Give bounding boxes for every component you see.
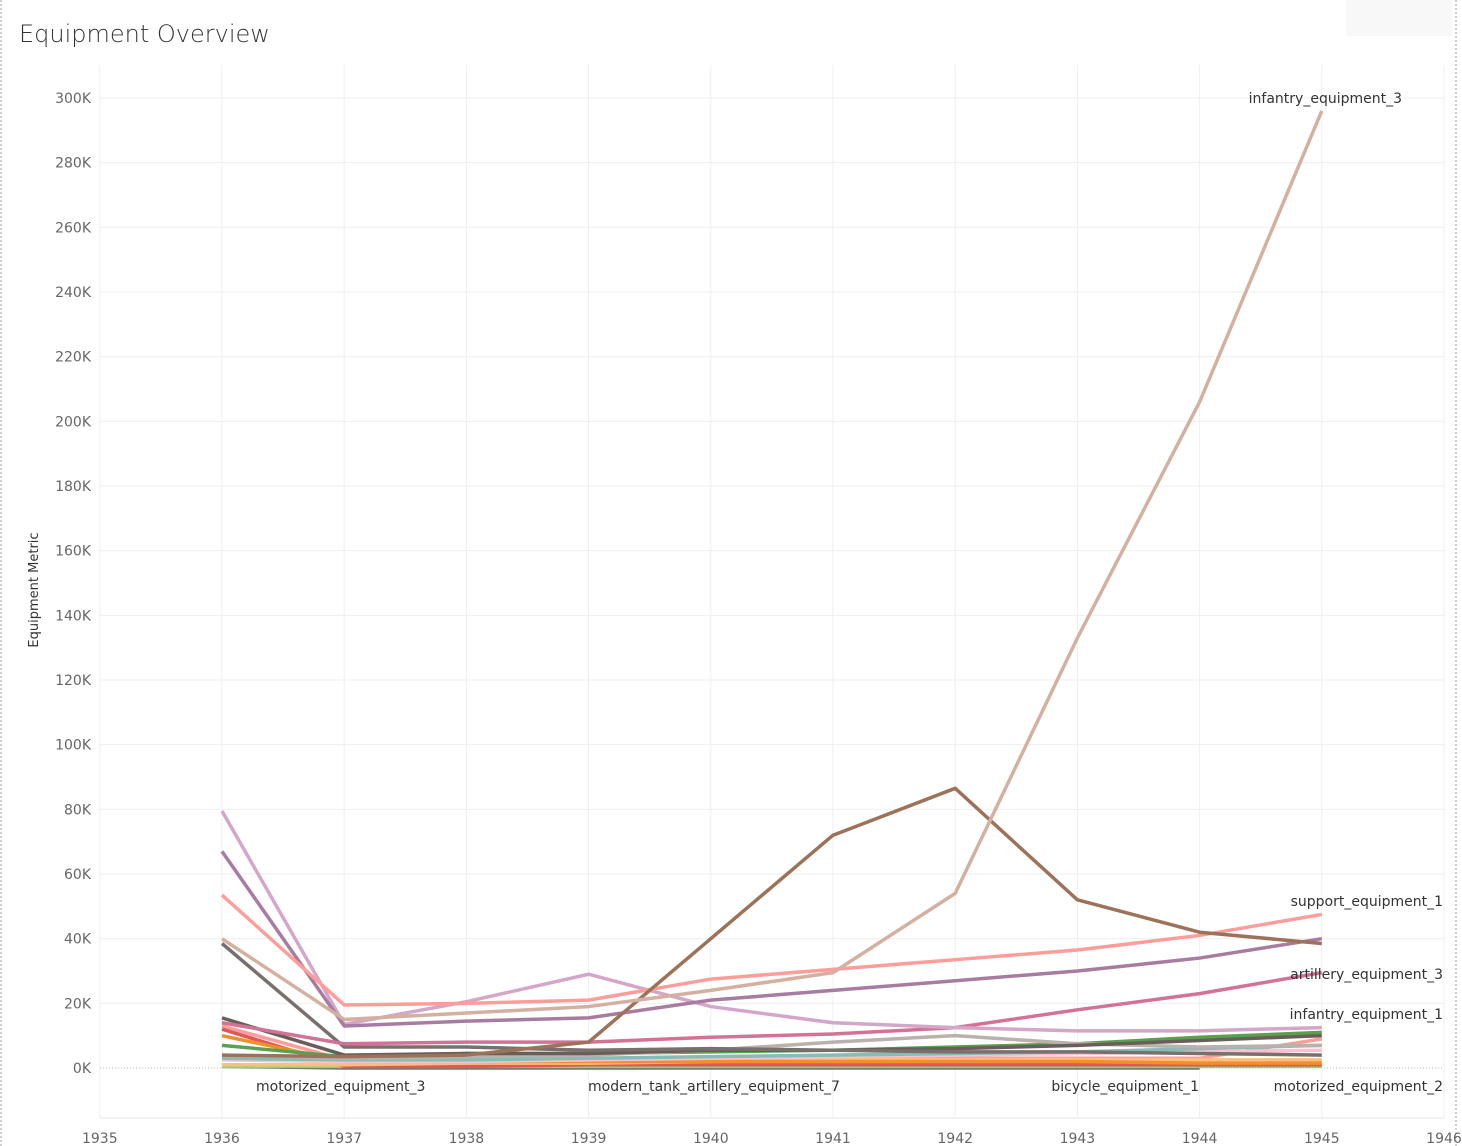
series-line-0[interactable] — [221, 110, 1324, 1022]
annotation-label: motorized_equipment_3 — [256, 1079, 425, 1095]
series-line-4[interactable] — [220, 810, 1322, 1033]
x-tick-label: 1941 — [815, 1131, 851, 1146]
x-tick-label: 1944 — [1182, 1131, 1218, 1146]
series-line-10[interactable] — [221, 1043, 1322, 1062]
series-line-3[interactable] — [220, 850, 1323, 1028]
annotation-label: artillery_equipment_3 — [1290, 967, 1443, 983]
x-tick-label: 1945 — [1304, 1131, 1340, 1146]
x-tick-label: 1937 — [326, 1131, 362, 1146]
y-tick-label: 0K — [73, 1061, 92, 1077]
x-tick-label: 1946 — [1426, 1131, 1462, 1146]
y-axis-label: Equipment Metric — [27, 532, 42, 647]
x-tick-label: 1939 — [571, 1131, 607, 1146]
x-tick-label: 1935 — [82, 1131, 118, 1146]
y-tick-label: 180K — [55, 479, 92, 495]
y-tick-label: 100K — [55, 738, 92, 754]
annotation-label: modern_tank_artillery_equipment_7 — [588, 1079, 840, 1095]
y-tick-label: 160K — [55, 544, 92, 560]
y-tick-label: 80K — [64, 802, 92, 818]
annotation-label: infantry_equipment_3 — [1249, 91, 1402, 107]
annotation-label: support_equipment_1 — [1291, 894, 1443, 910]
y-tick-label: 220K — [55, 350, 92, 366]
series-line-2[interactable] — [220, 893, 1323, 1007]
series-line-1[interactable] — [221, 786, 1322, 1059]
y-tick-label: 120K — [55, 673, 92, 689]
toolbar-placeholder — [1346, 0, 1452, 36]
y-tick-label: 240K — [55, 285, 92, 301]
y-tick-label: 200K — [55, 414, 92, 430]
y-tick-label: 300K — [55, 91, 92, 107]
chart-title: Equipment Overview — [19, 20, 270, 48]
x-tick-label: 1936 — [204, 1131, 240, 1146]
y-tick-label: 20K — [64, 996, 92, 1012]
y-tick-label: 40K — [64, 932, 92, 948]
annotation-label: infantry_equipment_1 — [1290, 1007, 1443, 1023]
x-tick-label: 1940 — [693, 1131, 729, 1146]
y-tick-label: 280K — [55, 156, 92, 172]
y-tick-label: 60K — [64, 867, 92, 883]
series-line-6[interactable] — [220, 942, 1322, 1057]
x-tick-label: 1938 — [449, 1131, 485, 1146]
annotation-label: bicycle_equipment_1 — [1051, 1079, 1199, 1095]
series-line-14[interactable] — [221, 1027, 1322, 1069]
series-line-5[interactable] — [221, 970, 1323, 1046]
x-tick-label: 1942 — [937, 1131, 973, 1146]
y-tick-label: 140K — [55, 608, 92, 624]
annotation-label: motorized_equipment_2 — [1274, 1079, 1443, 1095]
x-tick-label: 1943 — [1060, 1131, 1096, 1146]
y-tick-label: 260K — [55, 220, 92, 236]
